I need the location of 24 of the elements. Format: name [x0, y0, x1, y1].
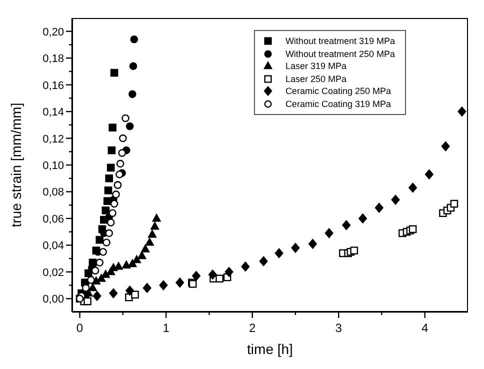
legend-label: Ceramic Coating 319 MPa: [285, 98, 391, 110]
x-axis-title: time [h]: [247, 341, 293, 357]
y-tick-label: 0,10: [42, 160, 64, 172]
y-tick-label: 0,04: [42, 240, 64, 252]
y-tick-label: 0,18: [42, 53, 64, 66]
x-tick-label: 1: [162, 321, 170, 335]
legend-label: Without treatment 250 MPa: [285, 48, 395, 60]
x-tick-label: 4: [422, 321, 429, 335]
legend-label: Laser 319 MPa: [285, 60, 346, 72]
y-tick-label: 0,06: [42, 213, 64, 226]
x-tick-label: 3: [335, 321, 342, 335]
y-axis-title: true strain [mm/mm]: [8, 102, 24, 228]
y-tick-label: 0,20: [42, 26, 64, 38]
x-tick-label: 2: [248, 321, 256, 335]
y-tick-label: 0,14: [42, 106, 64, 119]
y-tick-label: 0,00: [42, 294, 64, 306]
y-tick-label: 0,12: [42, 133, 64, 146]
y-tick-label: 0,02: [42, 266, 64, 279]
legend-label: Laser 250 MPa: [285, 72, 346, 85]
legend-label: Without treatment 319 MPa: [285, 35, 395, 48]
y-tick-label: 0,08: [42, 186, 64, 199]
legend-label: Ceramic Coating 250 MPa: [285, 85, 391, 98]
y-tick-label: 0,16: [42, 80, 64, 92]
x-tick-label: 0: [76, 321, 84, 335]
